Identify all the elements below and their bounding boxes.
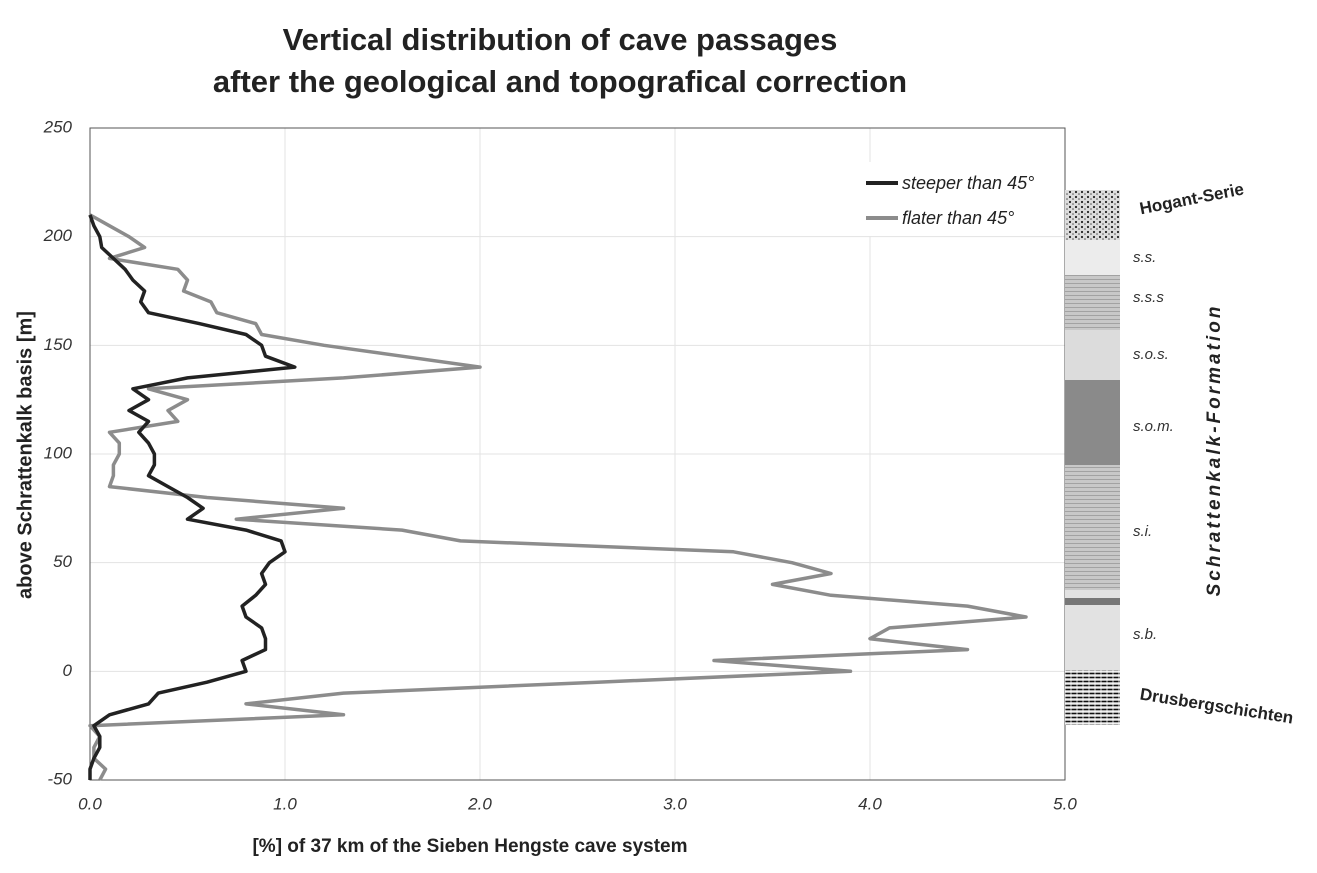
x-tick-label: 2.0 bbox=[467, 794, 492, 813]
x-tick-label: 1.0 bbox=[273, 794, 297, 813]
layer bbox=[1065, 465, 1120, 590]
chart-title: Vertical distribution of cave passages bbox=[283, 22, 838, 57]
x-axis-label: [%] of 37 km of the Sieben Hengste cave … bbox=[252, 836, 687, 857]
y-tick-label: 200 bbox=[43, 226, 73, 245]
column-top-label: Hogant-Serie bbox=[1138, 179, 1245, 218]
y-tick-label: 150 bbox=[44, 335, 73, 354]
legend-box bbox=[860, 162, 1050, 236]
x-tick-label: 3.0 bbox=[663, 794, 687, 813]
y-tick-label: 100 bbox=[44, 443, 73, 462]
y-axis-label: above Schrattenkalk basis [m] bbox=[14, 311, 36, 599]
legend-label: steeper than 45° bbox=[902, 173, 1034, 193]
layer bbox=[1065, 275, 1120, 330]
x-tick-label: 0.0 bbox=[78, 794, 102, 813]
unit-label: s.s.s bbox=[1133, 289, 1164, 306]
lines bbox=[88, 213, 1028, 781]
x-tick-label: 4.0 bbox=[858, 794, 882, 813]
strat-column: Hogant-Serie Drusbergschichten Schratten… bbox=[1065, 179, 1295, 728]
layer bbox=[1065, 380, 1120, 465]
y-tick-label: 50 bbox=[53, 552, 72, 571]
layer bbox=[1065, 330, 1120, 380]
unit-label: s.o.s. bbox=[1133, 346, 1169, 363]
layer bbox=[1065, 598, 1120, 605]
series-line bbox=[88, 214, 297, 780]
layer bbox=[1065, 670, 1120, 725]
unit-label: s.s. bbox=[1133, 249, 1156, 266]
series-line bbox=[88, 213, 1028, 781]
column-bottom-label: Drusbergschichten bbox=[1139, 685, 1295, 728]
layer bbox=[1065, 190, 1120, 240]
legend: steeper than 45° flater than 45° bbox=[860, 162, 1050, 236]
unit-label: s.i. bbox=[1133, 523, 1152, 540]
formation-label: Schrattenkalk-Formation bbox=[1204, 304, 1225, 597]
x-tick-label: 5.0 bbox=[1053, 794, 1077, 813]
unit-label: s.o.m. bbox=[1133, 418, 1174, 435]
y-tick-label: -50 bbox=[47, 769, 72, 788]
chart-title: after the geological and topografical co… bbox=[213, 64, 907, 99]
y-tick-label: 250 bbox=[43, 117, 73, 136]
legend-label: flater than 45° bbox=[902, 208, 1014, 228]
y-tick-label: 0 bbox=[63, 661, 73, 680]
layer bbox=[1065, 240, 1120, 275]
unit-label: s.b. bbox=[1133, 626, 1157, 643]
